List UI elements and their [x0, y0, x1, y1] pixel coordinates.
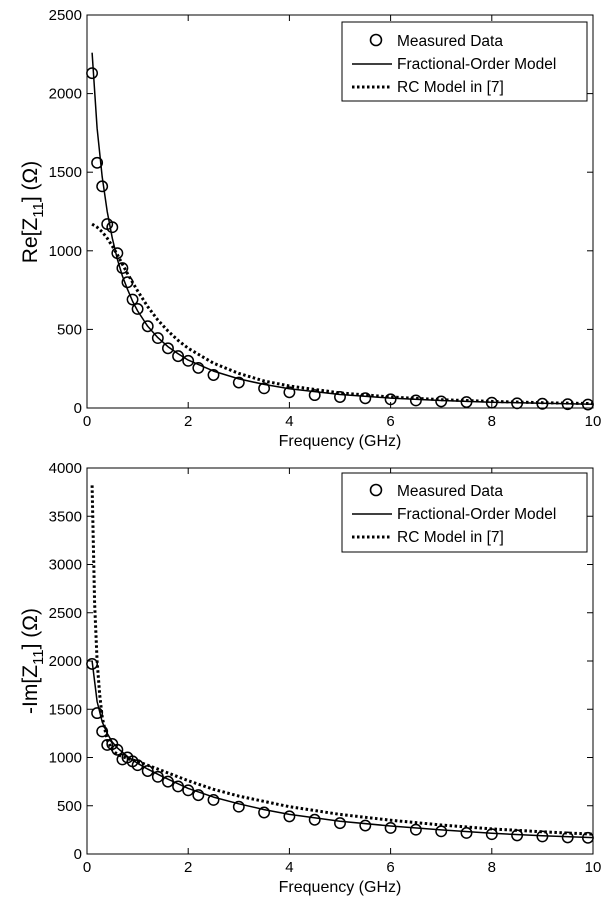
y-tick-label: 3000: [49, 557, 82, 574]
data-point: [409, 823, 422, 836]
x-tick-label: 8: [488, 859, 496, 876]
legend-label-rc: RC Model in [7]: [397, 79, 504, 96]
data-point: [460, 827, 473, 839]
x-tick-label: 2: [184, 859, 192, 876]
data-point: [131, 303, 144, 315]
data-point: [126, 293, 139, 306]
legend-label-rc: RC Model in [7]: [397, 529, 504, 546]
y-axis-label: Re[Z11] (Ω): [19, 161, 47, 263]
series-measured-data: [86, 657, 594, 844]
data-point: [258, 382, 271, 395]
data-point: [96, 180, 109, 193]
data-point: [182, 354, 195, 367]
data-point: [409, 394, 422, 407]
series-group: [86, 52, 594, 411]
y-tick-label: 500: [57, 798, 82, 815]
y-tick-label: 500: [57, 321, 82, 338]
x-tick-label: 6: [386, 859, 394, 876]
data-point: [258, 806, 271, 819]
data-point: [207, 369, 220, 381]
legend-label-fractional: Fractional-Order Model: [397, 56, 556, 73]
x-ticks: 0 2 4 6 8 10: [83, 468, 602, 876]
legend-box: [341, 472, 588, 553]
x-tick-label: 0: [83, 413, 91, 430]
y-tick-label: 1500: [49, 164, 82, 181]
y-tick-label: 1500: [49, 701, 82, 718]
data-point: [283, 810, 296, 823]
data-point: [359, 819, 372, 832]
chart-im-z11: 0 2 4 6 8 10 0 500 1000 1500 2000 2500 3000 3500 4000…: [19, 460, 601, 896]
data-point: [384, 821, 397, 834]
data-point: [334, 391, 346, 403]
data-point: [308, 813, 321, 826]
data-point: [116, 262, 129, 275]
y-tick-label: 2500: [49, 605, 82, 622]
data-point: [334, 817, 346, 830]
x-tick-label: 4: [285, 413, 293, 430]
data-point: [86, 657, 99, 670]
data-point: [435, 825, 448, 838]
data-point: [308, 389, 321, 402]
data-point: [91, 707, 104, 720]
legend-marker-measured: [369, 483, 383, 497]
data-point: [435, 395, 448, 408]
legend-label-measured: Measured Data: [397, 483, 503, 500]
y-tick-label: 1000: [49, 750, 82, 767]
data-point: [86, 67, 99, 80]
y-tick-label: 2500: [49, 7, 82, 24]
series-measured-data: [86, 67, 594, 411]
x-tick-label: 6: [386, 413, 394, 430]
data-point: [162, 342, 174, 355]
data-point: [172, 350, 185, 363]
y-tick-label: 0: [74, 400, 82, 417]
y-tick-label: 2000: [49, 86, 82, 103]
y-axis-label: -Im[Z11] (Ω): [19, 608, 47, 714]
data-point: [192, 789, 205, 802]
x-axis-label: Frequency (GHz): [279, 879, 402, 896]
x-tick-label: 4: [285, 859, 293, 876]
series-fractional-order-model: [91, 52, 594, 405]
y-tick-label: 4000: [49, 460, 82, 477]
data-point: [359, 392, 372, 405]
y-ticks: 0 500 1000 1500 2000 2500: [49, 7, 593, 417]
y-tick-label: 3500: [49, 508, 82, 525]
x-tick-label: 2: [184, 413, 192, 430]
legend: Measured Data Fractional-Order Model RC …: [341, 472, 588, 553]
chart-re-z11: 0 2 4 6 8 10 0 500 1000 1500 2000 2500 Frequency (…: [19, 7, 601, 450]
legend-marker-measured: [369, 33, 383, 47]
x-tick-label: 10: [585, 859, 602, 876]
series-rc-model: [90, 485, 594, 836]
data-point: [283, 386, 296, 399]
data-point: [96, 725, 109, 738]
data-point: [207, 794, 220, 806]
data-point: [384, 393, 397, 406]
data-point: [131, 759, 144, 772]
data-point: [141, 320, 154, 333]
y-ticks: 0 500 1000 1500 2000 2500 3000 3500 4000: [49, 460, 593, 863]
legend-label-measured: Measured Data: [397, 33, 503, 50]
data-point: [106, 221, 119, 234]
data-point: [232, 376, 245, 389]
series-fractional-order-model: [91, 660, 594, 839]
data-point: [192, 361, 205, 374]
data-point: [91, 156, 104, 169]
y-tick-label: 2000: [49, 653, 82, 670]
x-axis-label: Frequency (GHz): [279, 433, 402, 450]
plot-area-frame: [86, 14, 594, 409]
x-tick-label: 10: [585, 413, 602, 430]
data-point: [232, 800, 245, 813]
series-group: [86, 485, 594, 844]
y-tick-label: 1000: [49, 243, 82, 260]
legend: Measured Data Fractional-Order Model RC …: [341, 21, 588, 102]
series-rc-model: [91, 222, 594, 406]
y-tick-label: 0: [74, 846, 82, 863]
x-tick-label: 0: [83, 859, 91, 876]
legend-label-fractional: Fractional-Order Model: [397, 506, 556, 523]
x-tick-label: 8: [488, 413, 496, 430]
data-point: [151, 332, 164, 344]
